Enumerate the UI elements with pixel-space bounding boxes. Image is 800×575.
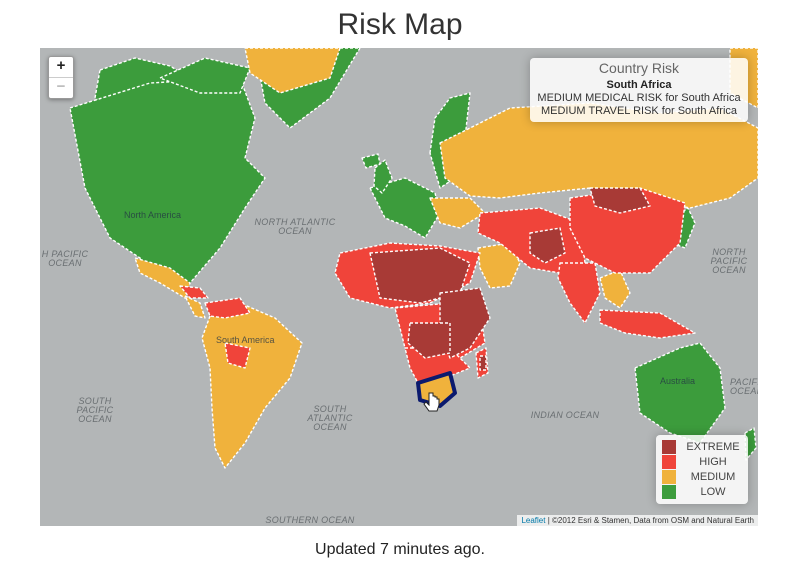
region-north-america — [69, 77, 266, 284]
label-south-pacific-right: PACIFIC OCEAN — [730, 377, 758, 396]
region-afghanistan-pakistan — [529, 227, 566, 264]
extreme-risk-regions — [369, 187, 651, 371]
info-country: South Africa — [606, 79, 672, 91]
region-india — [557, 262, 601, 324]
region-greenland-top — [244, 48, 341, 94]
region-colombia-venezuela — [204, 297, 251, 319]
legend-item-low: LOW — [662, 485, 744, 499]
region-central-america — [184, 295, 206, 319]
region-mongolia — [589, 187, 651, 214]
info-medical-risk: MEDIUM MEDICAL RISK for South Africa — [537, 92, 741, 104]
medium-risk-regions — [134, 48, 758, 469]
region-iceland — [361, 153, 381, 169]
region-mexico — [134, 257, 191, 299]
region-bolivia — [224, 342, 251, 369]
info-heading: Country Risk — [598, 60, 680, 76]
label-north-atlantic: NORTH ATLANTIC OCEAN — [254, 217, 336, 236]
country-risk-info: Country Risk South Africa MEDIUM MEDICAL… — [530, 58, 748, 122]
region-china — [569, 187, 686, 274]
region-canada-islands — [159, 57, 251, 94]
region-indonesia — [599, 309, 696, 339]
label-south-america: South America — [216, 335, 275, 345]
region-caribbean — [179, 285, 209, 299]
legend-item-medium: MEDIUM — [662, 470, 744, 484]
label-north-pacific-right: NORTH PACIFIC OCEAN — [710, 247, 748, 275]
legend-swatch-high — [662, 455, 676, 469]
region-central-africa-core — [407, 322, 451, 359]
label-indian-ocean: INDIAN OCEAN — [530, 410, 600, 420]
leaflet-link[interactable]: Leaflet — [521, 516, 546, 525]
label-north-pacific-left: H PACIFIC OCEAN — [41, 249, 89, 268]
risk-map[interactable]: + − Country Risk South Africa MEDIUM MED… — [40, 48, 758, 526]
risk-legend: EXTREME HIGH MEDIUM LOW — [656, 435, 748, 504]
label-australia: Australia — [660, 376, 696, 386]
map-canvas[interactable] — [40, 48, 758, 526]
legend-item-high: HIGH — [662, 455, 744, 469]
info-travel-risk: MEDIUM TRAVEL RISK for South Africa — [540, 105, 738, 117]
label-southern-ocean: SOUTHERN OCEAN — [265, 515, 355, 525]
attribution-text: | ©2012 Esri & Stamen, Data from OSM and… — [545, 516, 754, 525]
legend-swatch-extreme — [662, 440, 676, 454]
zoom-control: + − — [48, 56, 74, 99]
legend-label-low: LOW — [700, 486, 726, 498]
legend-swatch-medium — [662, 470, 676, 484]
zoom-in-button[interactable]: + — [56, 57, 66, 74]
hand-cursor-icon — [423, 392, 440, 412]
region-australia — [634, 342, 726, 444]
legend-label-extreme: EXTREME — [686, 441, 740, 453]
legend-swatch-low — [662, 485, 676, 499]
legend-label-high: HIGH — [699, 456, 727, 468]
legend-item-extreme: EXTREME — [662, 440, 744, 454]
region-uk — [373, 159, 393, 194]
region-south-america — [201, 302, 303, 469]
label-south-atlantic: SOUTH ATLANTIC OCEAN — [307, 404, 353, 432]
zoom-out-button[interactable]: − — [49, 77, 73, 98]
region-west-europe — [369, 177, 441, 239]
region-east-europe — [429, 197, 486, 229]
attribution: Leaflet | ©2012 Esri & Stamen, Data from… — [517, 515, 758, 526]
legend-label-medium: MEDIUM — [690, 471, 736, 483]
region-madagascar-core — [479, 355, 487, 371]
label-north-america: North America — [124, 210, 182, 220]
update-status: Updated 7 minutes ago. — [315, 541, 485, 558]
region-southeast-asia — [599, 269, 631, 309]
label-south-pacific: SOUTH PACIFIC OCEAN — [76, 396, 114, 424]
region-south-africa-highlight[interactable] — [416, 371, 457, 408]
page-title: Risk Map — [337, 8, 463, 41]
